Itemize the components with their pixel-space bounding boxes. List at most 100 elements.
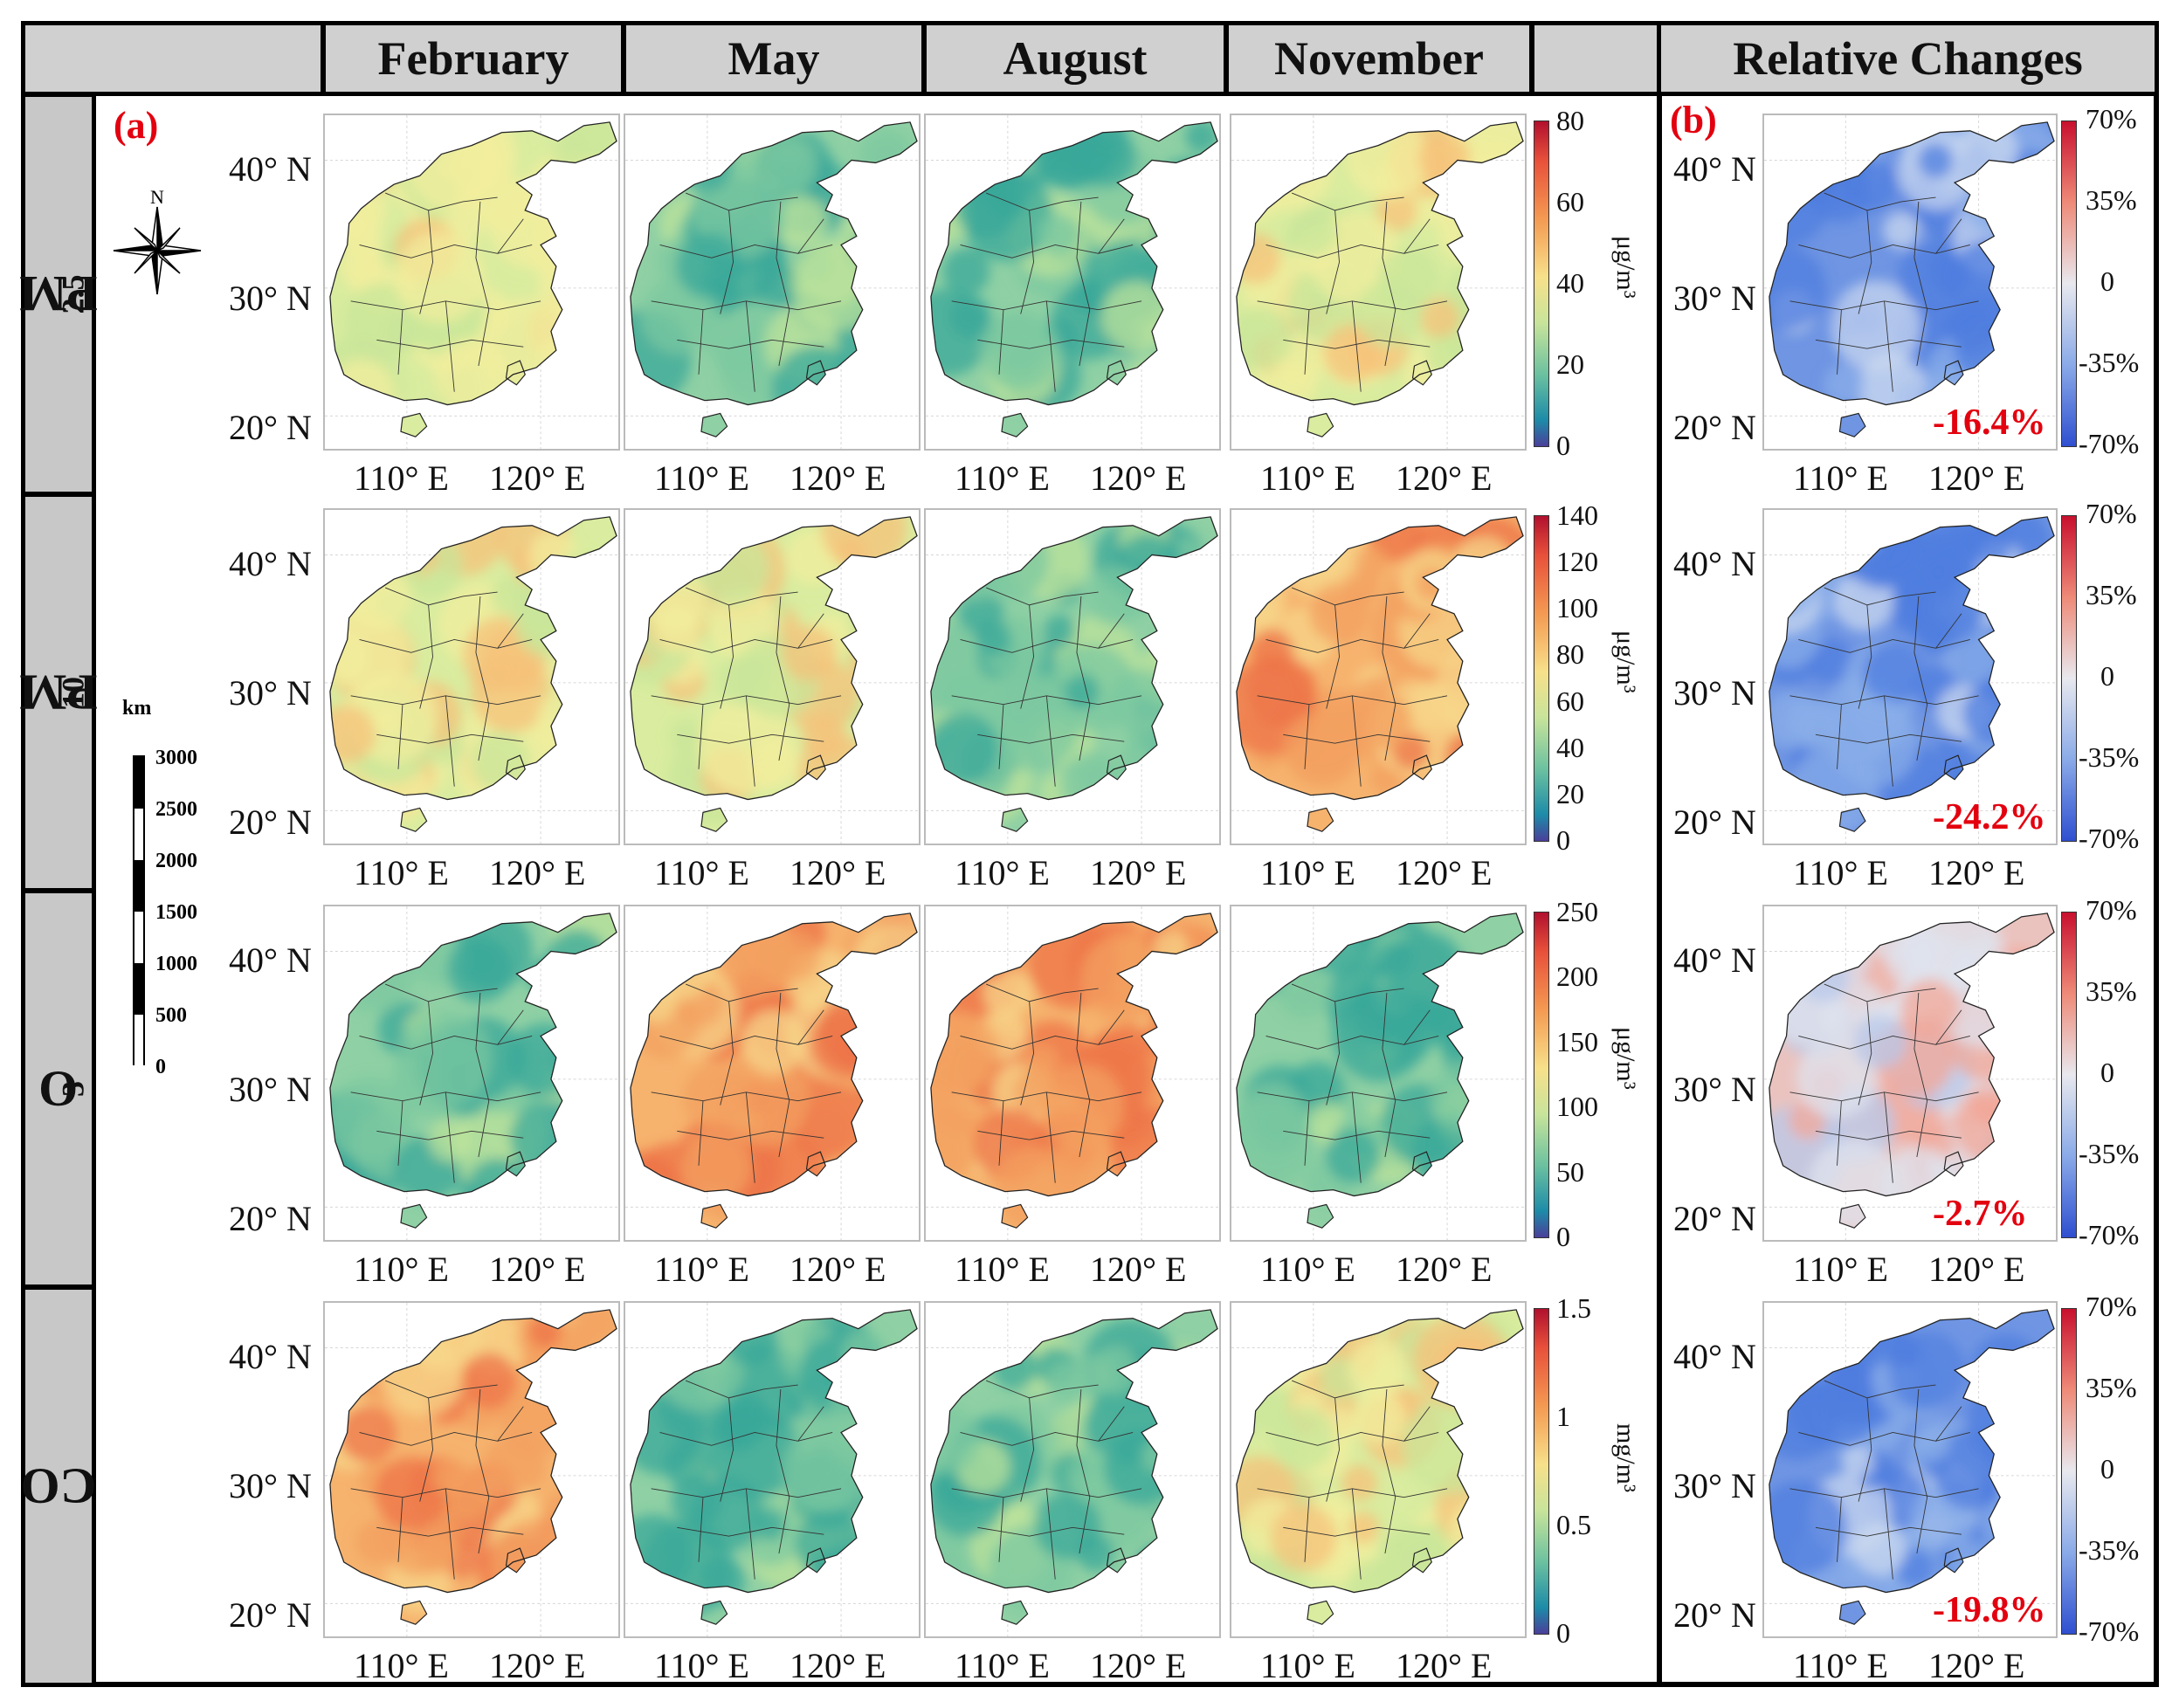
relative-colorbar-tick: 70% bbox=[2086, 103, 2137, 134]
colorbar-tick: 0 bbox=[1556, 824, 1570, 856]
scale-seg bbox=[134, 1015, 143, 1067]
colorbar-tick: 40 bbox=[1556, 267, 1584, 299]
colorbar-tick: 80 bbox=[1556, 638, 1584, 671]
colorbar-unit: mg/m³ bbox=[1611, 1423, 1640, 1492]
scale-tick: 3000 bbox=[155, 747, 197, 769]
lon-label: 120° E bbox=[1928, 853, 2025, 892]
relative-colorbar-tick: -35% bbox=[2079, 1138, 2140, 1169]
lat-label: 40° N bbox=[229, 1337, 312, 1376]
lon-label: 120° E bbox=[489, 1250, 586, 1289]
colorbar-tick: 0 bbox=[1556, 430, 1570, 461]
relative-colorbar-tick: 35% bbox=[2086, 579, 2137, 610]
divider bbox=[1657, 21, 1662, 1687]
relative-colorbar-tick: 0 bbox=[2100, 660, 2114, 692]
lon-label: 110° E bbox=[354, 458, 449, 498]
map-panel bbox=[323, 114, 620, 451]
lat-label: 30° N bbox=[1673, 673, 1756, 713]
map-panel bbox=[924, 1301, 1221, 1638]
header-relative-changes: Relative Changes bbox=[1657, 21, 2159, 96]
lon-label: 110° E bbox=[654, 458, 749, 498]
lon-label: 110° E bbox=[1793, 458, 1888, 498]
lon-label: 120° E bbox=[1396, 853, 1493, 892]
lon-label: 110° E bbox=[1793, 853, 1888, 892]
colorbar-tick: 50 bbox=[1556, 1155, 1584, 1188]
relative-colorbar-tick: -70% bbox=[2079, 1219, 2140, 1250]
map-panel bbox=[1230, 508, 1527, 845]
lon-label: 110° E bbox=[654, 853, 749, 892]
relative-change-value: -24.2% bbox=[1933, 797, 2046, 837]
relative-colorbar bbox=[2061, 1308, 2077, 1635]
scale-seg bbox=[134, 809, 143, 860]
relative-colorbar-tick: -70% bbox=[2079, 823, 2140, 854]
map-panel bbox=[624, 905, 921, 1242]
lon-label: 110° E bbox=[955, 853, 1050, 892]
scale-tick: 2000 bbox=[155, 850, 197, 872]
lon-label: 120° E bbox=[1928, 1250, 2025, 1289]
map-panel bbox=[624, 1301, 921, 1638]
lon-label: 120° E bbox=[489, 853, 586, 892]
colorbar-tick: 140 bbox=[1556, 499, 1598, 531]
colorbar-tick: 250 bbox=[1556, 896, 1598, 927]
colorbar bbox=[1534, 515, 1549, 842]
lon-label: 120° E bbox=[790, 1250, 886, 1289]
lon-label: 110° E bbox=[1260, 1250, 1355, 1289]
relative-colorbar-tick: 0 bbox=[2100, 1057, 2114, 1088]
relative-colorbar bbox=[2061, 515, 2077, 842]
lat-label: 40° N bbox=[229, 149, 312, 189]
colorbar-tick: 60 bbox=[1556, 186, 1584, 217]
lat-label: 20° N bbox=[1673, 1595, 1756, 1635]
lon-label: 120° E bbox=[1928, 458, 2025, 498]
colorbar bbox=[1534, 1308, 1549, 1635]
compass-north-label: N bbox=[150, 188, 164, 208]
lon-label: 120° E bbox=[1928, 1646, 2025, 1685]
lat-label: 20° N bbox=[229, 408, 312, 447]
header-november: November bbox=[1224, 21, 1534, 96]
lon-label: 120° E bbox=[489, 1646, 586, 1685]
colorbar-tick: 120 bbox=[1556, 546, 1598, 578]
scale-unit: km bbox=[122, 697, 152, 720]
colorbar-tick: 100 bbox=[1556, 1091, 1598, 1123]
lon-label: 110° E bbox=[654, 1646, 749, 1685]
lon-label: 110° E bbox=[354, 1646, 449, 1685]
lon-label: 120° E bbox=[489, 458, 586, 498]
lat-label: 40° N bbox=[1673, 1337, 1756, 1376]
lat-label: 30° N bbox=[229, 1070, 312, 1109]
map-panel bbox=[1230, 114, 1527, 451]
colorbar-tick: 150 bbox=[1556, 1025, 1598, 1057]
colorbar-tick: 20 bbox=[1556, 777, 1584, 809]
header-colorbar-slot bbox=[1530, 21, 1661, 96]
relative-colorbar-tick: -70% bbox=[2079, 1615, 2140, 1647]
relative-colorbar-tick: 35% bbox=[2086, 975, 2137, 1007]
relative-colorbar-tick: -35% bbox=[2079, 741, 2140, 773]
lat-label: 30° N bbox=[229, 1466, 312, 1505]
relative-change-value: -19.8% bbox=[1933, 1590, 2046, 1630]
scale-tick: 2500 bbox=[155, 798, 197, 821]
lon-label: 120° E bbox=[1090, 1646, 1187, 1685]
row-label-pm10: PM 10 bbox=[19, 492, 98, 892]
compass-rose-icon: N bbox=[113, 188, 202, 295]
map-panel bbox=[323, 1301, 620, 1638]
scale-seg bbox=[134, 963, 143, 1015]
scale-seg bbox=[134, 757, 143, 809]
map-panel bbox=[1230, 1301, 1527, 1638]
relative-change-map bbox=[1762, 905, 2058, 1242]
lon-label: 110° E bbox=[654, 1250, 749, 1289]
relative-colorbar-tick: 35% bbox=[2086, 184, 2137, 216]
colorbar bbox=[1534, 912, 1549, 1238]
lon-label: 120° E bbox=[1090, 853, 1187, 892]
row-label-pm25: PM 2.5 bbox=[19, 93, 98, 496]
relative-colorbar-tick: -35% bbox=[2079, 1534, 2140, 1566]
relative-change-map bbox=[1762, 114, 2058, 451]
lat-label: 40° N bbox=[229, 940, 312, 980]
lat-label: 20° N bbox=[1673, 802, 1756, 842]
lon-label: 110° E bbox=[1260, 458, 1355, 498]
header-corner bbox=[21, 21, 325, 96]
lat-label: 40° N bbox=[1673, 544, 1756, 583]
lon-label: 120° E bbox=[790, 1646, 886, 1685]
relative-colorbar-tick: -70% bbox=[2079, 428, 2140, 459]
lon-label: 120° E bbox=[1090, 1250, 1187, 1289]
lon-label: 110° E bbox=[955, 1646, 1050, 1685]
map-panel bbox=[624, 114, 921, 451]
